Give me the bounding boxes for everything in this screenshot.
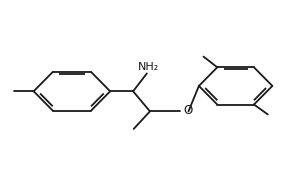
Text: NH₂: NH₂ (138, 62, 159, 72)
Text: O: O (184, 105, 193, 117)
